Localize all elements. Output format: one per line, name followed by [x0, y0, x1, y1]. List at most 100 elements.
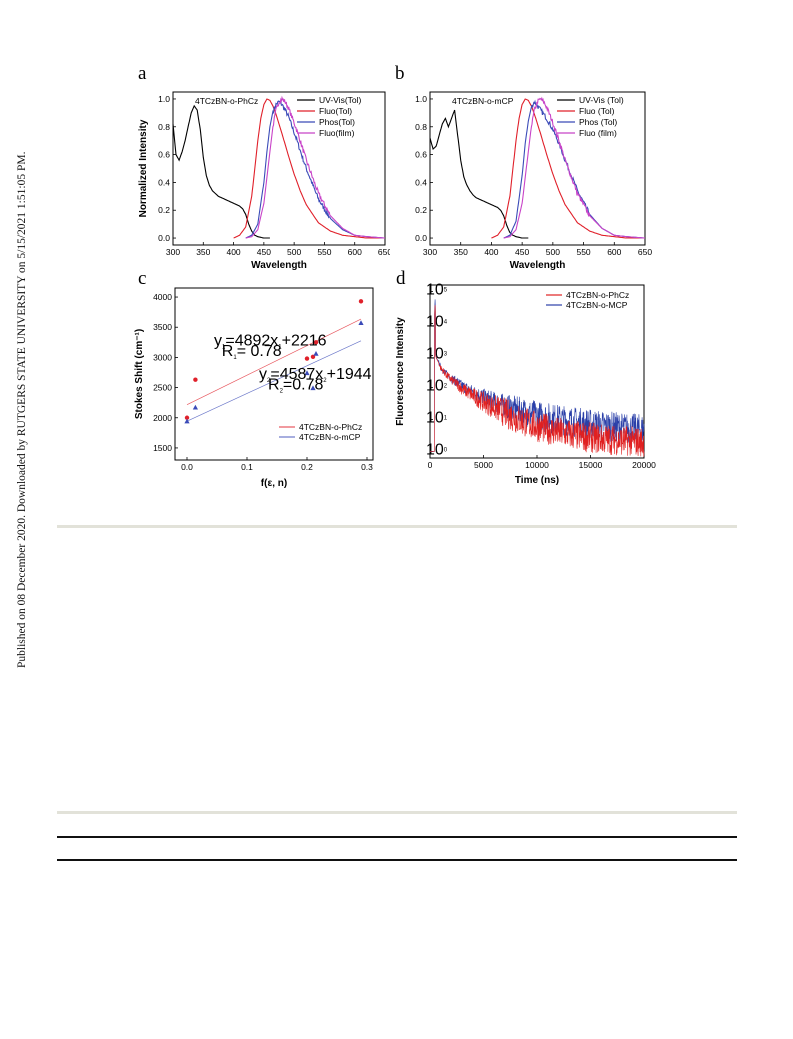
legend-label: Phos(Tol)	[319, 117, 355, 127]
panel-letter: a	[138, 63, 147, 84]
svg-text:102: 102	[426, 378, 448, 395]
x-tick-label: 15000	[579, 460, 603, 470]
svg-text:R1= 0.78: R1= 0.78	[222, 343, 282, 361]
y-axis-title: Stokes Shift (cm⁻¹)	[134, 329, 145, 419]
x-tick-label: 600	[607, 247, 621, 257]
x-tick-label: 500	[287, 247, 301, 257]
x-tick-label: 400	[226, 247, 240, 257]
legend-label: Fluo(Tol)	[319, 106, 352, 116]
y-tick-label: 0.8	[415, 122, 427, 132]
x-tick-label: 450	[515, 247, 529, 257]
legend-label: Fluo(film)	[319, 128, 355, 138]
y-tick-label: 0.4	[415, 177, 427, 187]
x-tick-label: 5000	[474, 460, 493, 470]
data-point	[310, 385, 316, 391]
citation-sidebar: Published on 08 December 2020. Downloade…	[14, 0, 30, 1039]
y-tick-label: 1.0	[415, 94, 427, 104]
x-axis-title: Wavelength	[510, 260, 566, 271]
x-tick-label: 400	[484, 247, 498, 257]
x-tick-label: 550	[317, 247, 331, 257]
panel-c-chart: c 0.0 0.1 0.2 0.3 1500 2000 2500 3000 3500 4000 f(ε…	[134, 270, 374, 489]
y-tick-label: 0.6	[415, 150, 427, 160]
svg-text:100: 100	[426, 442, 448, 459]
legend-label: 4TCzBN-o-PhCz	[299, 422, 362, 432]
x-tick-label: 0.0	[181, 462, 193, 472]
fit-line	[186, 340, 362, 422]
x-tick-label: 300	[166, 247, 180, 257]
citation-text: Published on 08 December 2020. Downloade…	[16, 151, 28, 668]
svg-text:101: 101	[426, 410, 448, 427]
x-tick-label: 0	[428, 460, 433, 470]
y-tick-label: 2000	[153, 413, 172, 423]
y-tick-label: 4000	[153, 292, 172, 302]
data-point	[184, 415, 190, 420]
legend-label: 4TCzBN-o-mCP	[299, 432, 361, 442]
x-axis-title: Time (ns)	[515, 475, 559, 486]
compound-label: 4TCzBN-o-PhCz	[195, 96, 258, 106]
y-tick-label: 0.2	[415, 205, 427, 215]
data-point	[358, 320, 364, 326]
panel-letter: d	[396, 270, 406, 289]
series-line-uvvistol	[172, 104, 270, 239]
data-point	[313, 340, 319, 345]
svg-text:R2=0.78: R2=0.78	[268, 376, 323, 394]
legend-label: 4TCzBN-o-MCP	[566, 300, 628, 310]
legend-label: Fluo (film)	[579, 128, 617, 138]
data-point	[304, 356, 310, 361]
x-tick-label: 0.2	[301, 462, 313, 472]
y-tick-label: 0.4	[158, 177, 170, 187]
x-tick-label: 350	[196, 247, 210, 257]
data-point	[358, 299, 364, 304]
y-tick-label: 0.0	[158, 233, 170, 243]
data-point	[313, 350, 319, 356]
panel-d-chart: d 0 5000 10000 15000 20000 100 101 102 103 104 105 T…	[395, 270, 656, 486]
section-divider-bottom	[57, 811, 737, 814]
svg-text:104: 104	[426, 313, 448, 330]
table-rule-bottom	[57, 859, 737, 861]
y-tick-label: 0.6	[158, 150, 170, 160]
x-tick-label: 0.1	[241, 462, 253, 472]
panel-letter: c	[138, 270, 146, 289]
plot-frame	[429, 284, 645, 459]
y-axis-title: Fluorescence Intensity	[395, 317, 406, 426]
legend-label: UV-Vis(Tol)	[319, 95, 362, 105]
x-axis-title: f(ε, n)	[261, 478, 287, 489]
plot-frame	[172, 91, 386, 246]
series-line-fluofilm	[503, 96, 645, 239]
y-tick-label: 0.8	[158, 122, 170, 132]
panel-a-chart: a 300 350 400 450 500 550 600 650 0.0 0.2 0.4 0.6 0.8…	[138, 63, 390, 271]
y-tick-label: 2500	[153, 383, 172, 393]
series-line-fluotol	[233, 98, 385, 239]
compound-label: 4TCzBN-o-mCP	[452, 96, 514, 106]
plot-frame	[429, 91, 646, 246]
data-point	[184, 418, 190, 424]
section-divider-top	[57, 525, 737, 528]
x-tick-label: 600	[348, 247, 362, 257]
x-tick-label: 450	[257, 247, 271, 257]
series-line-fluotol	[491, 98, 645, 239]
x-tick-label: 300	[423, 247, 437, 257]
svg-text:y1=4892x1+2216: y1=4892x1+2216	[214, 332, 327, 350]
y-tick-label: 1.0	[158, 94, 170, 104]
y-tick-label: 3000	[153, 352, 172, 362]
x-tick-label: 650	[378, 247, 390, 257]
legend-label: Fluo (Tol)	[579, 106, 615, 116]
y-tick-label: 0.0	[415, 233, 427, 243]
series-line-uvvistol	[429, 109, 529, 239]
y-axis-title: Normalized Intensity	[138, 119, 149, 217]
x-tick-label: 0.3	[361, 462, 373, 472]
svg-text:103: 103	[426, 345, 448, 362]
data-point	[304, 370, 310, 376]
table-rule-top	[57, 836, 737, 838]
x-tick-label: 500	[546, 247, 560, 257]
data-point	[193, 377, 198, 382]
legend-label: Phos (Tol)	[579, 117, 617, 127]
y-tick-label: 0.2	[158, 205, 170, 215]
x-tick-label: 350	[454, 247, 468, 257]
svg-text:105: 105	[426, 281, 448, 298]
x-axis-title: Wavelength	[251, 260, 307, 271]
x-tick-label: 650	[638, 247, 652, 257]
panel-letter: b	[395, 63, 405, 84]
decay-trace	[430, 305, 645, 457]
x-tick-label: 550	[576, 247, 590, 257]
